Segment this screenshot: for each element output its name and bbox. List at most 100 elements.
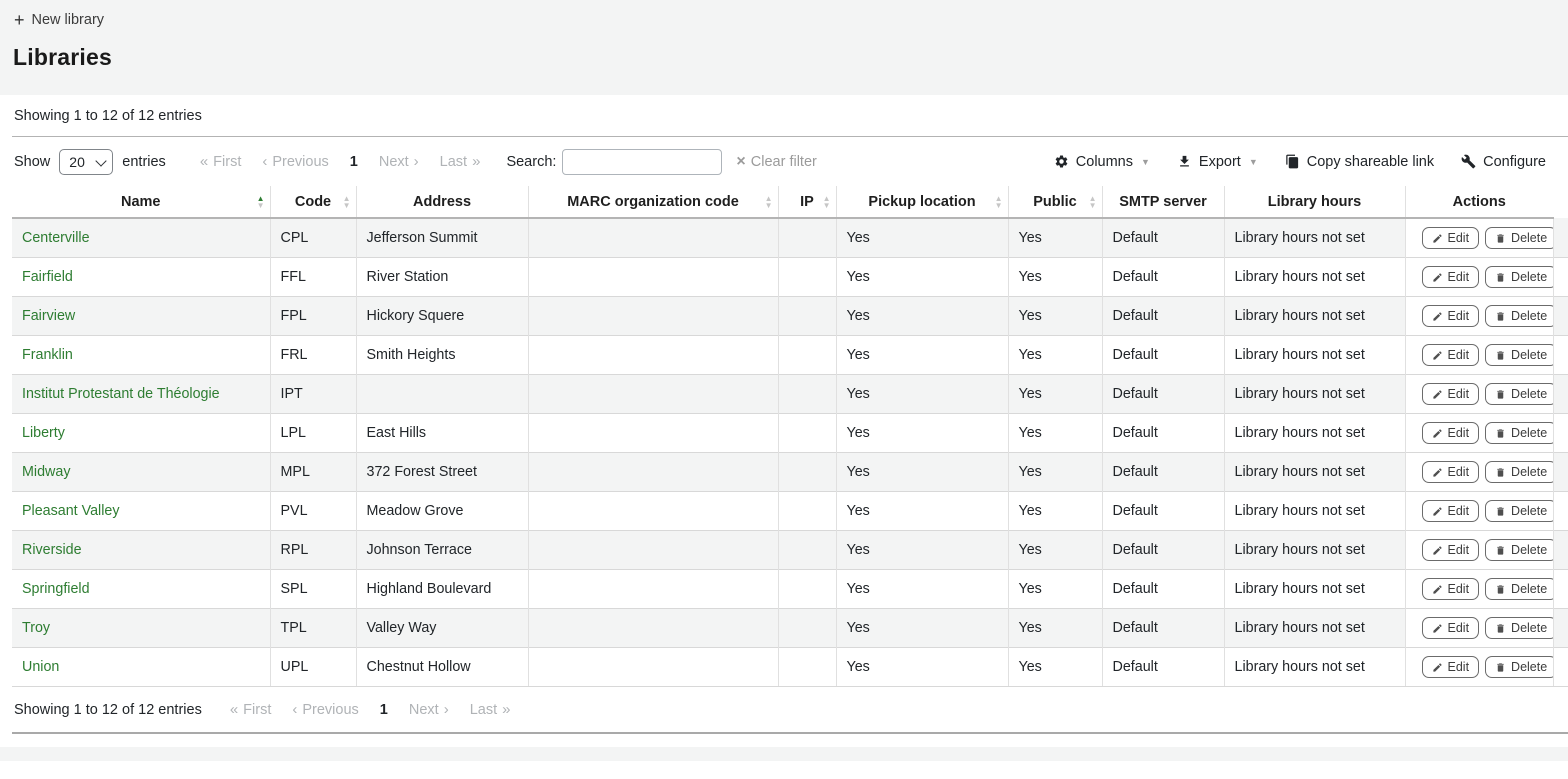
current-page-button[interactable]: 1	[349, 153, 358, 170]
edit-label: Edit	[1447, 387, 1470, 401]
table-header-row: Name ▲ ▼ Code ▲ ▼ Address MARC organization cod…	[12, 186, 1568, 219]
cell-code: UPL	[269, 647, 356, 686]
column-header-public[interactable]: Public ▲ ▼	[1007, 186, 1102, 219]
cell-hours: Library hours not set	[1223, 608, 1405, 648]
delete-button[interactable]: Delete	[1485, 227, 1553, 249]
library-name-link[interactable]: Institut Protestant de Théologie	[22, 386, 220, 402]
previous-page-label: Previous	[302, 701, 359, 718]
copy-shareable-link-button[interactable]: Copy shareable link	[1285, 154, 1434, 170]
library-name-link[interactable]: Liberty	[22, 425, 65, 441]
export-button[interactable]: Export ▼	[1177, 154, 1258, 170]
column-header-name[interactable]: Name ▲ ▼	[12, 186, 270, 219]
column-label: SMTP server	[1119, 193, 1207, 210]
edit-button[interactable]: Edit	[1421, 578, 1480, 600]
edit-button[interactable]: Edit	[1421, 383, 1480, 405]
first-page-button[interactable]: «First	[200, 153, 242, 170]
previous-page-button[interactable]: ‹ Previous	[262, 153, 328, 170]
cell-marc	[527, 569, 778, 609]
column-header-pickup-location[interactable]: Pickup location ▲ ▼	[835, 186, 1008, 219]
library-name-link[interactable]: Centerville	[22, 230, 90, 246]
library-name-link[interactable]: Fairview	[22, 308, 76, 324]
delete-button[interactable]: Delete	[1485, 578, 1553, 600]
edit-button[interactable]: Edit	[1421, 344, 1480, 366]
cell-ip	[777, 257, 836, 297]
edit-label: Edit	[1447, 504, 1470, 518]
edit-label: Edit	[1447, 582, 1470, 596]
trash-icon	[1497, 662, 1504, 672]
cell-actions: Edit Delete	[1404, 647, 1553, 686]
cell-ip	[777, 374, 836, 414]
delete-button[interactable]: Delete	[1485, 383, 1553, 405]
column-label: Library hours	[1267, 193, 1362, 210]
edit-button[interactable]: Edit	[1421, 656, 1480, 678]
column-label: Actions	[1452, 193, 1506, 210]
edit-button[interactable]: Edit	[1421, 227, 1480, 249]
next-page-button[interactable]: Next ›	[409, 701, 449, 718]
page-size-select[interactable]: 20	[59, 148, 114, 175]
delete-button[interactable]: Delete	[1485, 344, 1553, 366]
delete-button[interactable]: Delete	[1485, 617, 1553, 639]
library-name-link[interactable]: Riverside	[22, 542, 82, 558]
cell-smtp: Default	[1101, 413, 1224, 453]
pencil-icon	[1432, 662, 1442, 672]
edit-button[interactable]: Edit	[1421, 539, 1480, 561]
cell-name: Midway	[12, 452, 270, 492]
library-name-link[interactable]: Midway	[22, 464, 71, 480]
row-spacer	[1552, 413, 1568, 453]
trash-icon	[1497, 584, 1504, 594]
library-name-link[interactable]: Union	[22, 659, 60, 675]
edit-button[interactable]: Edit	[1421, 422, 1480, 444]
table-row: Union UPL Chestnut Hollow Yes Yes Default Libr…	[12, 647, 1568, 686]
library-name-link[interactable]: Franklin	[22, 347, 73, 363]
edit-button[interactable]: Edit	[1421, 617, 1480, 639]
delete-button[interactable]: Delete	[1485, 539, 1553, 561]
delete-button[interactable]: Delete	[1485, 422, 1553, 444]
cell-pickup: Yes	[835, 413, 1008, 453]
trash-icon	[1497, 428, 1504, 438]
cell-ip	[777, 335, 836, 375]
column-header-code[interactable]: Code ▲ ▼	[269, 186, 356, 219]
entries-info-top: Showing 1 to 12 of 12 entries	[14, 108, 202, 124]
last-page-button[interactable]: Last»	[440, 153, 481, 170]
column-header-ip[interactable]: IP ▲ ▼	[777, 186, 836, 219]
delete-button[interactable]: Delete	[1485, 305, 1553, 327]
current-page-button[interactable]: 1	[379, 701, 388, 718]
cell-actions: Edit Delete	[1404, 218, 1553, 258]
edit-label: Edit	[1447, 621, 1470, 635]
library-name-link[interactable]: Fairfield	[22, 269, 73, 285]
table-controls: Show 20 entries «First ‹ Previous 1 Next ›…	[12, 137, 1568, 186]
cell-public: Yes	[1007, 413, 1102, 453]
clear-filter-button[interactable]: × Clear filter	[736, 153, 816, 170]
cell-pickup: Yes	[835, 491, 1008, 531]
last-page-button[interactable]: Last»	[470, 701, 511, 718]
delete-button[interactable]: Delete	[1485, 656, 1553, 678]
library-name-link[interactable]: Pleasant Valley	[22, 503, 120, 519]
delete-button[interactable]: Delete	[1485, 500, 1553, 522]
show-label: Show	[14, 153, 51, 170]
library-name-link[interactable]: Springfield	[22, 581, 90, 597]
new-library-button[interactable]: + New library	[14, 11, 104, 29]
table-row: Midway MPL 372 Forest Street Yes Yes Default L…	[12, 452, 1568, 492]
next-page-button[interactable]: Next ›	[379, 153, 419, 170]
edit-button[interactable]: Edit	[1421, 305, 1480, 327]
cell-hours: Library hours not set	[1223, 647, 1405, 686]
edit-button[interactable]: Edit	[1421, 500, 1480, 522]
cell-smtp: Default	[1101, 569, 1224, 609]
row-spacer	[1552, 296, 1568, 336]
delete-button[interactable]: Delete	[1485, 461, 1553, 483]
first-page-button[interactable]: «First	[230, 701, 272, 718]
pencil-icon	[1432, 272, 1442, 282]
edit-button[interactable]: Edit	[1421, 461, 1480, 483]
search-input[interactable]	[562, 148, 723, 175]
delete-button[interactable]: Delete	[1485, 266, 1553, 288]
previous-page-button[interactable]: ‹ Previous	[292, 701, 358, 718]
column-header-marc-organization-code[interactable]: MARC organization code ▲ ▼	[527, 186, 778, 219]
row-spacer	[1552, 452, 1568, 492]
edit-button[interactable]: Edit	[1421, 266, 1480, 288]
delete-label: Delete	[1511, 621, 1548, 635]
configure-button[interactable]: Configure	[1461, 154, 1546, 170]
library-name-link[interactable]: Troy	[22, 620, 51, 636]
cell-actions: Edit Delete	[1404, 530, 1553, 570]
cell-code: SPL	[269, 569, 356, 609]
columns-button[interactable]: Columns ▼	[1054, 154, 1150, 170]
